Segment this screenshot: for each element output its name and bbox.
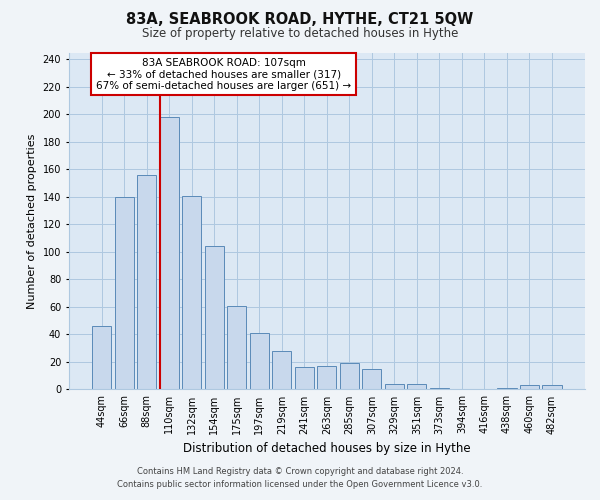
Bar (92, 326, 112, 390)
Bar (205, 246, 224, 390)
Bar (227, 306, 247, 390)
Bar (250, 333, 269, 390)
Bar (340, 364, 359, 390)
Bar (295, 368, 314, 390)
Bar (407, 384, 427, 390)
Bar (160, 117, 179, 390)
Bar (272, 351, 292, 390)
Bar (362, 369, 382, 390)
Bar (520, 386, 539, 390)
Bar (182, 196, 202, 390)
Bar (385, 384, 404, 390)
Y-axis label: Number of detached properties: Number of detached properties (27, 134, 37, 308)
Text: 83A SEABROOK ROAD: 107sqm
← 33% of detached houses are smaller (317)
67% of semi: 83A SEABROOK ROAD: 107sqm ← 33% of detac… (96, 58, 351, 91)
Bar (317, 366, 337, 390)
Text: 83A, SEABROOK ROAD, HYTHE, CT21 5QW: 83A, SEABROOK ROAD, HYTHE, CT21 5QW (127, 12, 473, 28)
Bar (137, 175, 157, 390)
Bar (497, 388, 517, 390)
Text: Contains HM Land Registry data © Crown copyright and database right 2024.
Contai: Contains HM Land Registry data © Crown c… (118, 468, 482, 489)
Text: Size of property relative to detached houses in Hythe: Size of property relative to detached ho… (142, 28, 458, 40)
X-axis label: Distribution of detached houses by size in Hythe: Distribution of detached houses by size … (183, 442, 471, 455)
Bar (115, 197, 134, 390)
Bar (542, 386, 562, 390)
Bar (430, 388, 449, 390)
